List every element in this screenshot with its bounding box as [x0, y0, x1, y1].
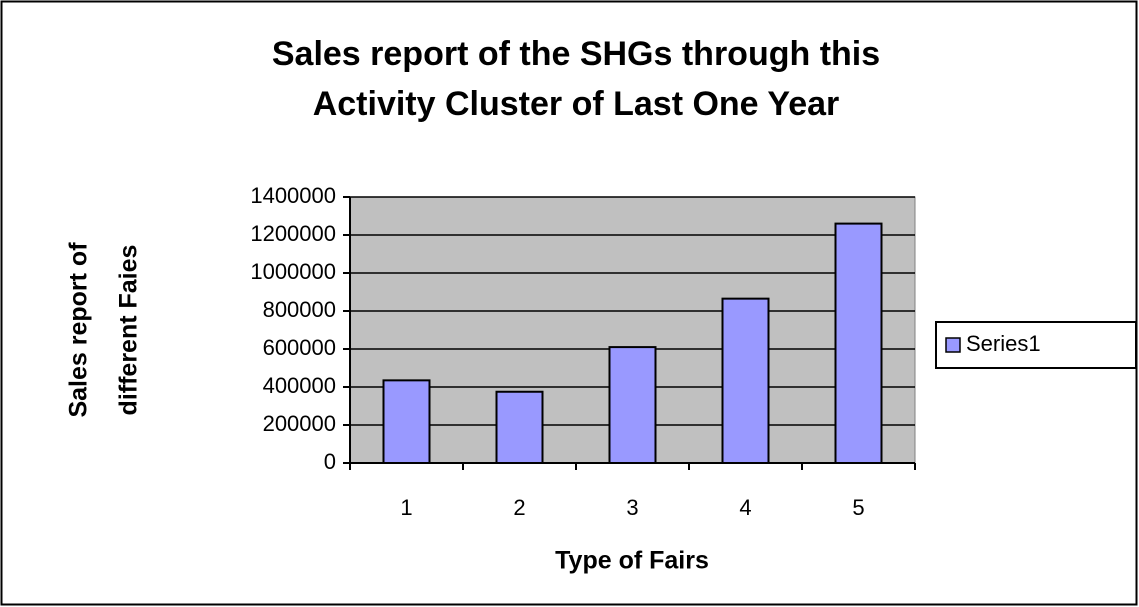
legend-swatch — [945, 337, 961, 353]
y-tick-label: 200000 — [263, 411, 336, 436]
x-axis-label: Type of Fairs — [555, 547, 709, 575]
chart-title: Activity Cluster of Last One Year — [313, 85, 840, 123]
x-tick-label: 2 — [513, 495, 525, 520]
y-tick-label: 1000000 — [250, 259, 336, 284]
legend-box — [935, 321, 1137, 369]
y-tick-label: 800000 — [263, 297, 336, 322]
chart-title: Sales report of the SHGs through this — [272, 35, 880, 73]
x-tick-label: 3 — [626, 495, 638, 520]
y-axis-label-line: Sales report of — [65, 242, 93, 418]
bar — [608, 346, 657, 465]
y-axis-label-line: different Faies — [115, 245, 143, 416]
y-tick-label: 0 — [324, 449, 336, 474]
bar — [834, 222, 883, 464]
y-tick-label: 600000 — [263, 335, 336, 360]
y-axis-label: Sales report of different Faies — [65, 242, 143, 418]
y-tick-label: 1200000 — [250, 221, 336, 246]
bar — [721, 297, 770, 464]
x-tick-label: 4 — [739, 495, 751, 520]
bar — [495, 390, 544, 464]
legend-label: Series1 — [966, 331, 1041, 356]
y-tick-label: 1400000 — [250, 183, 336, 208]
bar — [382, 379, 431, 465]
x-tick-label: 5 — [852, 495, 864, 520]
x-tick-label: 1 — [400, 495, 412, 520]
y-tick-label: 400000 — [263, 373, 336, 398]
